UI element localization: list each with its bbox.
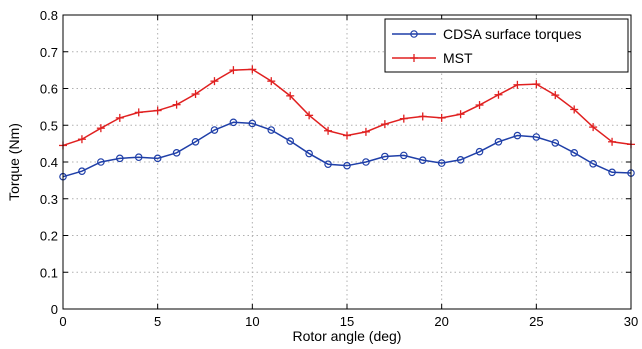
- legend-label-cdsa: CDSA surface torques: [443, 26, 582, 42]
- legend-marker-cdsa: [410, 30, 418, 38]
- data-point-mst: [324, 126, 333, 135]
- data-point-cdsa: [134, 153, 143, 162]
- y-tick-label: 0.3: [40, 192, 58, 207]
- data-point-mst: [115, 113, 124, 122]
- x-tick-label: 25: [529, 314, 543, 329]
- data-point-mst: [551, 91, 560, 100]
- legend-label-mst: MST: [443, 50, 473, 66]
- data-point-mst: [475, 101, 484, 110]
- data-point-mst: [286, 91, 295, 100]
- data-point-mst: [343, 131, 351, 140]
- data-point-cdsa: [381, 152, 389, 161]
- data-point-mst: [248, 65, 257, 74]
- data-point-cdsa: [191, 137, 200, 146]
- y-tick-label: 0.2: [40, 229, 58, 244]
- data-point-mst: [191, 90, 200, 99]
- data-point-mst: [134, 108, 143, 117]
- series-line-cdsa: [62, 121, 632, 178]
- data-point-cdsa: [78, 167, 86, 175]
- y-tick-label: 0.4: [40, 155, 58, 170]
- data-point-cdsa: [210, 126, 219, 134]
- x-tick-label: 10: [245, 314, 259, 329]
- data-point-mst: [172, 100, 181, 109]
- data-point-cdsa: [532, 133, 541, 141]
- data-point-cdsa: [153, 154, 162, 163]
- y-axis-label: Torque (Nm): [6, 123, 22, 201]
- data-point-mst: [380, 120, 389, 129]
- x-tick-label: 20: [434, 314, 448, 329]
- x-tick-label: 30: [624, 314, 638, 329]
- data-point-cdsa: [437, 159, 446, 167]
- data-point-mst: [494, 90, 503, 99]
- data-point-mst: [399, 114, 408, 123]
- y-tick-label: 0.8: [40, 8, 58, 23]
- y-tick-label: 0.7: [40, 45, 58, 60]
- data-point-cdsa: [456, 155, 465, 164]
- data-point-mst: [513, 80, 522, 89]
- data-point-cdsa: [608, 168, 616, 177]
- data-point-cdsa: [362, 158, 370, 166]
- data-point-mst: [589, 123, 598, 132]
- y-tick-label: 0.1: [40, 265, 58, 280]
- legend-marker-mst: [410, 54, 418, 62]
- data-point-mst: [361, 127, 370, 136]
- data-point-mst: [418, 112, 427, 121]
- data-point-mst: [77, 135, 86, 144]
- x-tick-label: 15: [340, 314, 354, 329]
- data-point-mst: [608, 137, 617, 146]
- data-point-cdsa: [97, 158, 105, 166]
- data-point-mst: [229, 66, 238, 75]
- x-tick-label: 0: [59, 314, 66, 329]
- data-point-mst: [570, 105, 579, 114]
- data-point-cdsa: [494, 137, 503, 146]
- legend: CDSA surface torques MST: [384, 18, 629, 73]
- data-point-cdsa: [513, 131, 522, 140]
- data-point-mst: [437, 113, 446, 122]
- data-point-cdsa: [399, 151, 408, 160]
- legend-box: [384, 18, 629, 73]
- data-point-cdsa: [286, 137, 295, 145]
- data-point-mst: [267, 77, 276, 86]
- x-tick-label: 5: [154, 314, 161, 329]
- data-point-cdsa: [324, 160, 332, 169]
- data-point-cdsa: [418, 156, 427, 164]
- y-tick-label: 0.6: [40, 82, 58, 97]
- data-point-mst: [210, 77, 219, 86]
- data-point-cdsa: [229, 118, 238, 127]
- series-layer: [59, 65, 635, 181]
- y-tick-label: 0.5: [40, 118, 58, 133]
- data-point-mst: [96, 124, 105, 133]
- data-point-cdsa: [267, 126, 276, 134]
- data-point-cdsa: [172, 149, 181, 157]
- data-point-cdsa: [570, 149, 579, 157]
- data-point-mst: [153, 106, 162, 115]
- data-point-mst: [456, 110, 465, 119]
- x-axis-label: Rotor angle (deg): [293, 328, 402, 344]
- data-point-cdsa: [475, 147, 484, 156]
- data-point-cdsa: [343, 161, 351, 170]
- data-point-cdsa: [551, 139, 560, 147]
- data-point-mst: [305, 111, 314, 120]
- data-point-cdsa: [589, 160, 597, 168]
- data-point-cdsa: [305, 149, 313, 158]
- axis-ticks: 0 5 10 15 20 25 30 0 0.1 0.2 0.3 0.4 0.5 0.6 0.7 0.8: [40, 8, 638, 329]
- y-tick-label: 0: [51, 302, 58, 317]
- data-point-cdsa: [248, 119, 257, 128]
- data-point-mst: [532, 80, 541, 89]
- data-point-cdsa: [116, 154, 124, 163]
